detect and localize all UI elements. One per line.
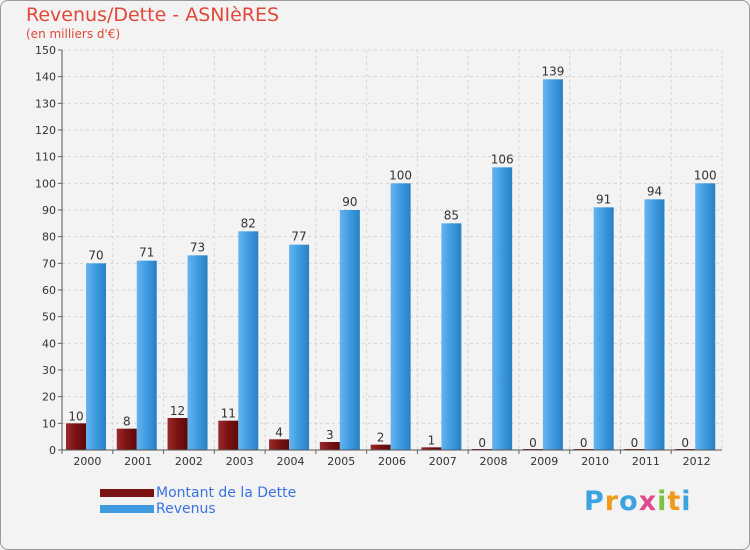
- logo-letter: i: [657, 486, 668, 517]
- revenus-bar: [238, 231, 259, 450]
- dette-value-label: 0: [478, 436, 486, 450]
- dette-bar: [116, 428, 137, 450]
- dette-value-label: 10: [68, 409, 83, 423]
- revenus-value-label: 139: [541, 64, 564, 78]
- logo-letter: i: [681, 486, 692, 517]
- y-tick-label: 50: [42, 311, 56, 324]
- dette-value-label: 12: [170, 404, 185, 418]
- chart-subtitle: (en milliers d'€): [26, 27, 121, 41]
- revenus-value-label: 90: [342, 195, 357, 209]
- x-tick-label: 2008: [480, 455, 508, 468]
- dette-value-label: 0: [580, 436, 588, 450]
- revenus-bar: [695, 183, 716, 451]
- legend-label-dette: Montant de la Dette: [156, 485, 297, 501]
- x-tick-label: 2012: [683, 455, 711, 468]
- revenus-value-label: 91: [596, 192, 611, 206]
- revenus-value-label: 70: [88, 248, 103, 262]
- revenus-bar: [289, 244, 310, 450]
- logo-letter: x: [638, 486, 658, 517]
- dette-bar: [421, 447, 442, 450]
- x-tick-label: 2006: [378, 455, 406, 468]
- dette-value-label: 11: [221, 407, 236, 421]
- x-tick-label: 2007: [429, 455, 457, 468]
- revenus-bar: [339, 210, 360, 450]
- legend-item-revenus: Revenus: [100, 501, 296, 517]
- dette-bar: [370, 444, 391, 450]
- x-tick-label: 2003: [226, 455, 254, 468]
- revenus-bar: [136, 260, 157, 450]
- y-tick-label: 30: [42, 364, 56, 377]
- proxiti-logo: Proxiti: [584, 486, 692, 517]
- revenus-bar: [86, 263, 106, 450]
- y-tick-label: 100: [35, 177, 56, 190]
- revenus-bar: [187, 255, 208, 450]
- legend-swatch-revenus: [100, 505, 154, 513]
- x-tick-label: 2010: [581, 455, 609, 468]
- y-tick-label: 0: [49, 444, 56, 457]
- y-tick-label: 150: [35, 44, 56, 57]
- dette-bar: [66, 423, 86, 450]
- y-tick-label: 80: [42, 231, 56, 244]
- dette-value-label: 4: [275, 425, 283, 439]
- chart-title: Revenus/Dette - ASNIèRES: [26, 4, 280, 26]
- dette-value-label: 0: [529, 436, 537, 450]
- revenus-value-label: 94: [647, 184, 662, 198]
- revenus-bar: [542, 79, 563, 450]
- logo-letter: t: [667, 486, 682, 517]
- y-tick-label: 20: [42, 391, 56, 404]
- y-tick-label: 90: [42, 204, 56, 217]
- legend-label-revenus: Revenus: [156, 501, 216, 517]
- y-tick-label: 70: [42, 257, 56, 270]
- revenus-value-label: 106: [491, 152, 514, 166]
- revenus-value-label: 85: [444, 208, 459, 222]
- revenus-bar: [593, 207, 614, 450]
- x-tick-label: 2005: [327, 455, 355, 468]
- x-tick-label: 2009: [530, 455, 558, 468]
- x-tick-label: 2001: [124, 455, 152, 468]
- legend-swatch-dette: [100, 489, 154, 497]
- dette-bar: [218, 420, 239, 450]
- revenus-bar: [441, 223, 462, 450]
- x-tick-label: 2002: [175, 455, 203, 468]
- revenus-bar: [390, 183, 411, 451]
- dette-value-label: 8: [123, 415, 131, 429]
- dette-value-label: 0: [681, 436, 689, 450]
- revenus-bar: [492, 167, 513, 451]
- revenus-value-label: 100: [389, 168, 412, 182]
- x-tick-label: 2000: [73, 455, 101, 468]
- revenus-bar: [644, 199, 665, 450]
- revenus-value-label: 82: [241, 216, 256, 230]
- revenus-value-label: 73: [190, 240, 205, 254]
- y-tick-label: 130: [35, 97, 56, 110]
- revenus-value-label: 100: [694, 168, 717, 182]
- dette-bar: [167, 418, 188, 450]
- x-tick-label: 2004: [276, 455, 304, 468]
- y-tick-label: 110: [35, 151, 56, 164]
- logo-letter: P: [584, 486, 605, 517]
- logo-letter: o: [619, 486, 639, 517]
- dette-value-label: 3: [326, 428, 334, 442]
- dette-value-label: 2: [377, 431, 385, 445]
- y-tick-label: 140: [35, 71, 56, 84]
- dette-value-label: 0: [631, 436, 639, 450]
- dette-value-label: 1: [428, 433, 436, 447]
- dette-bar: [319, 442, 340, 450]
- logo-letter: r: [604, 486, 620, 517]
- x-tick-label: 2011: [632, 455, 660, 468]
- revenus-value-label: 77: [291, 230, 306, 244]
- y-tick-label: 10: [42, 417, 56, 430]
- dette-bar: [269, 439, 290, 450]
- legend-item-dette: Montant de la Dette: [100, 485, 297, 501]
- legend: Montant de la Dette Revenus: [100, 485, 297, 518]
- y-tick-label: 40: [42, 337, 56, 350]
- y-tick-label: 60: [42, 284, 56, 297]
- revenus-value-label: 71: [139, 246, 154, 260]
- y-tick-label: 120: [35, 124, 56, 137]
